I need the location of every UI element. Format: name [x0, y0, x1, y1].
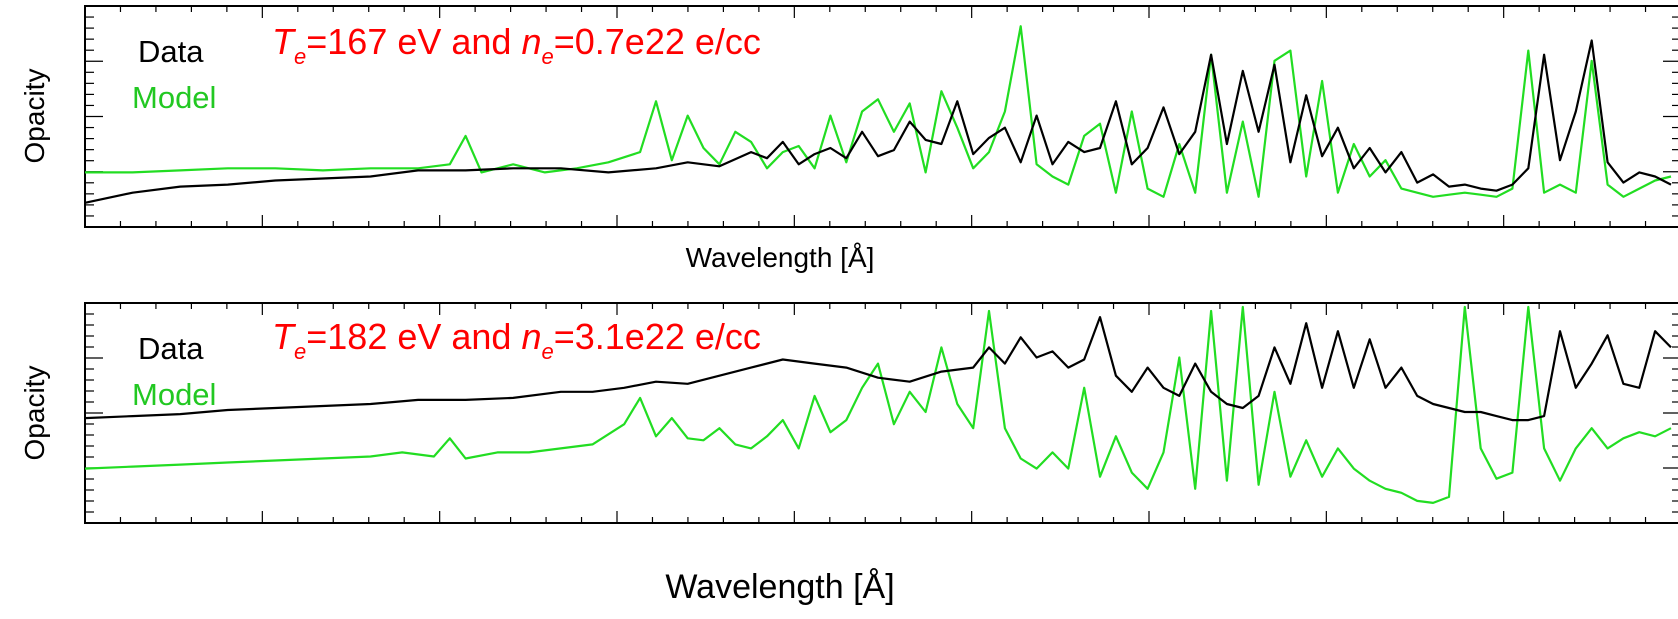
top-conditions-annotation: Te=167 eV and ne=0.7e22 e/cc	[272, 21, 761, 69]
top-model-line	[85, 25, 1672, 198]
top-te-sub: e	[294, 44, 306, 69]
bottom-model-line	[84, 305, 1672, 504]
top-opacity-panel: Opacity Data Model Te=167 eV and ne=0.7e…	[19, 5, 1678, 273]
top-x-axis-label: Wavelength [Å]	[686, 242, 875, 273]
bottom-axis-ticks	[84, 302, 1678, 524]
top-te-value: =167 eV and	[306, 21, 521, 62]
top-legend-data: Data	[138, 34, 204, 69]
bottom-opacity-panel: Opacity Data Model Te=182 eV and ne=3.1e…	[19, 302, 1678, 606]
top-data-line	[84, 39, 1672, 204]
bottom-ne-symbol: n	[521, 316, 541, 357]
bottom-conditions-annotation: Te=182 eV and ne=3.1e22 e/cc	[272, 316, 761, 364]
top-ne-value: =0.7e22 e/cc	[554, 21, 761, 62]
top-te-symbol: T	[272, 21, 297, 62]
bottom-te-sub: e	[294, 339, 306, 364]
top-ne-sub: e	[541, 44, 553, 69]
bottom-legend-data: Data	[138, 331, 204, 366]
bottom-x-axis-label: Wavelength [Å]	[665, 568, 894, 606]
bottom-y-axis-label: Opacity	[19, 366, 50, 461]
top-legend-model: Model	[132, 80, 216, 115]
top-ne-symbol: n	[521, 21, 541, 62]
bottom-ne-value: =3.1e22 e/cc	[554, 316, 761, 357]
bottom-te-symbol: T	[272, 316, 297, 357]
bottom-legend-model: Model	[132, 377, 216, 412]
bottom-data-line	[84, 316, 1672, 422]
bottom-ne-sub: e	[541, 339, 553, 364]
top-axis-ticks	[84, 5, 1678, 228]
top-y-axis-label: Opacity	[19, 69, 50, 164]
bottom-te-value: =182 eV and	[306, 316, 521, 357]
